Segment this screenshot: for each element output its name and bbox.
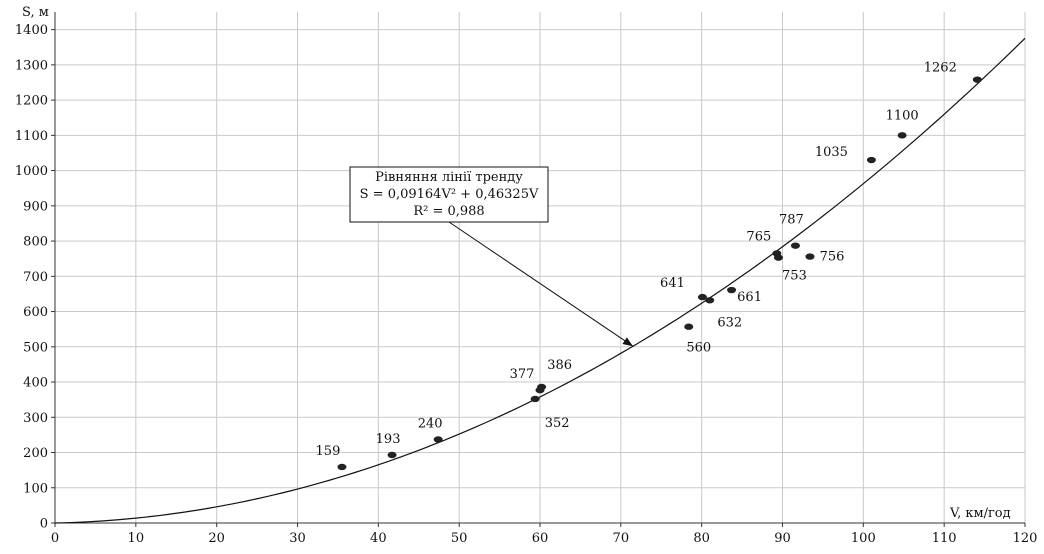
x-tick-label: 80 — [693, 531, 710, 546]
data-label: 386 — [547, 358, 572, 373]
data-labels: 159 193 240 352 377 386 560 641 632 661 765 753 787 7… — [316, 61, 957, 459]
trend-callout-line-2: S = 0,09164V² + 0,46325V — [360, 187, 539, 202]
trend-callout-line-1: Рівняння лінії тренду — [375, 170, 523, 185]
y-tick-label: 100 — [23, 481, 48, 496]
trend-callout-arrowhead — [622, 337, 633, 347]
data-label: 193 — [376, 432, 401, 447]
x-tick-label: 30 — [289, 531, 306, 546]
trend-callout-line-3: R² = 0,988 — [413, 204, 484, 219]
data-point — [727, 286, 737, 294]
grid-lines — [55, 12, 1026, 523]
y-tick-label: 1400 — [15, 23, 48, 38]
data-label: 377 — [510, 367, 535, 382]
y-tick-label: 300 — [23, 411, 48, 426]
y-tick-labels: 0 100 200 300 400 500 600 700 800 900 1000 1100 1200… — [15, 23, 55, 532]
data-point — [433, 436, 443, 443]
x-tick-label: 40 — [370, 531, 387, 546]
trend-line — [54, 37, 1026, 524]
data-point — [897, 132, 907, 139]
data-label: 756 — [820, 250, 845, 265]
data-point — [337, 463, 347, 471]
x-tick-label: 20 — [208, 531, 225, 546]
trend-callout-box — [349, 166, 549, 223]
x-tick-label: 120 — [1013, 531, 1038, 546]
data-points — [337, 76, 982, 471]
y-axis-title: S, м — [22, 5, 49, 20]
data-label: 661 — [737, 290, 762, 305]
y-tick-label: 1200 — [15, 94, 48, 109]
data-point — [530, 395, 540, 403]
y-tick-label: 600 — [23, 305, 48, 320]
y-tick-label: 900 — [23, 199, 48, 214]
data-point — [790, 242, 800, 249]
data-point — [684, 323, 694, 330]
x-tick-labels: 0 10 20 30 40 50 60 70 80 90 100 110 120 — [51, 523, 1038, 546]
data-label: 1100 — [886, 108, 919, 123]
data-point — [537, 383, 547, 391]
data-point — [773, 254, 783, 261]
trend-callout: Рівняння лінії тренду S = 0,09164V² + 0,… — [349, 166, 634, 347]
x-tick-label: 90 — [774, 531, 791, 546]
data-label: 352 — [545, 416, 570, 431]
y-tick-label: 400 — [23, 376, 48, 391]
data-label: 1262 — [924, 61, 957, 76]
data-point — [705, 297, 715, 304]
x-tick-label: 70 — [613, 531, 630, 546]
y-tick-label: 1000 — [15, 164, 48, 179]
data-label: 632 — [717, 315, 742, 330]
y-tick-label: 500 — [23, 340, 48, 355]
data-point — [387, 451, 397, 459]
data-point — [805, 253, 815, 260]
data-label: 560 — [686, 341, 711, 356]
x-tick-label: 100 — [851, 531, 876, 546]
data-point — [866, 156, 876, 164]
data-label: 765 — [746, 229, 771, 244]
data-label: 753 — [782, 269, 807, 284]
y-tick-label: 0 — [40, 517, 48, 532]
x-tick-label: 110 — [932, 531, 957, 546]
data-label: 641 — [660, 276, 685, 291]
x-tick-label: 50 — [451, 531, 468, 546]
x-axis-title: V, км/год — [949, 506, 1011, 521]
data-point — [972, 76, 982, 83]
data-label: 1035 — [815, 145, 848, 160]
data-label: 240 — [418, 416, 443, 431]
data-point — [697, 293, 707, 301]
y-tick-label: 1300 — [15, 58, 48, 73]
y-tick-label: 1100 — [15, 129, 48, 144]
y-tick-label: 800 — [23, 235, 48, 250]
x-tick-label: 0 — [51, 531, 59, 546]
y-tick-label: 700 — [23, 270, 48, 285]
y-tick-label: 200 — [23, 446, 48, 461]
data-label: 159 — [316, 444, 341, 459]
x-tick-label: 10 — [128, 531, 145, 546]
trend-callout-arrow — [448, 221, 634, 347]
data-label: 787 — [779, 213, 804, 228]
x-tick-label: 60 — [532, 531, 549, 546]
